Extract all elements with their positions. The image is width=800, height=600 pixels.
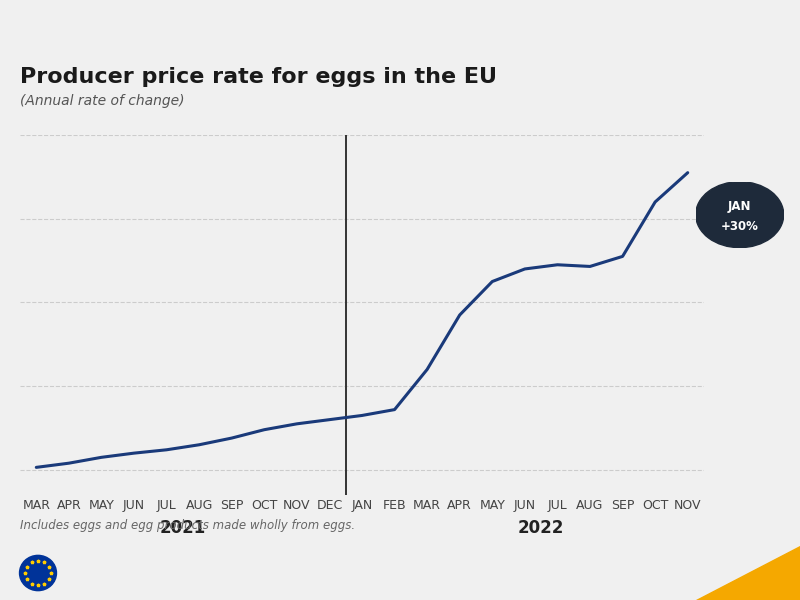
Text: 2021: 2021	[160, 518, 206, 536]
Text: +30%: +30%	[721, 220, 758, 233]
Text: JAN: JAN	[728, 200, 751, 213]
Text: (Annual rate of change): (Annual rate of change)	[20, 94, 185, 108]
Circle shape	[19, 556, 57, 590]
Text: 2022: 2022	[518, 518, 564, 536]
Text: Producer price rate for eggs in the EU: Producer price rate for eggs in the EU	[20, 67, 497, 87]
Text: Includes eggs and egg products made wholly from eggs.: Includes eggs and egg products made whol…	[20, 519, 355, 532]
Polygon shape	[696, 546, 800, 600]
Circle shape	[696, 182, 784, 248]
